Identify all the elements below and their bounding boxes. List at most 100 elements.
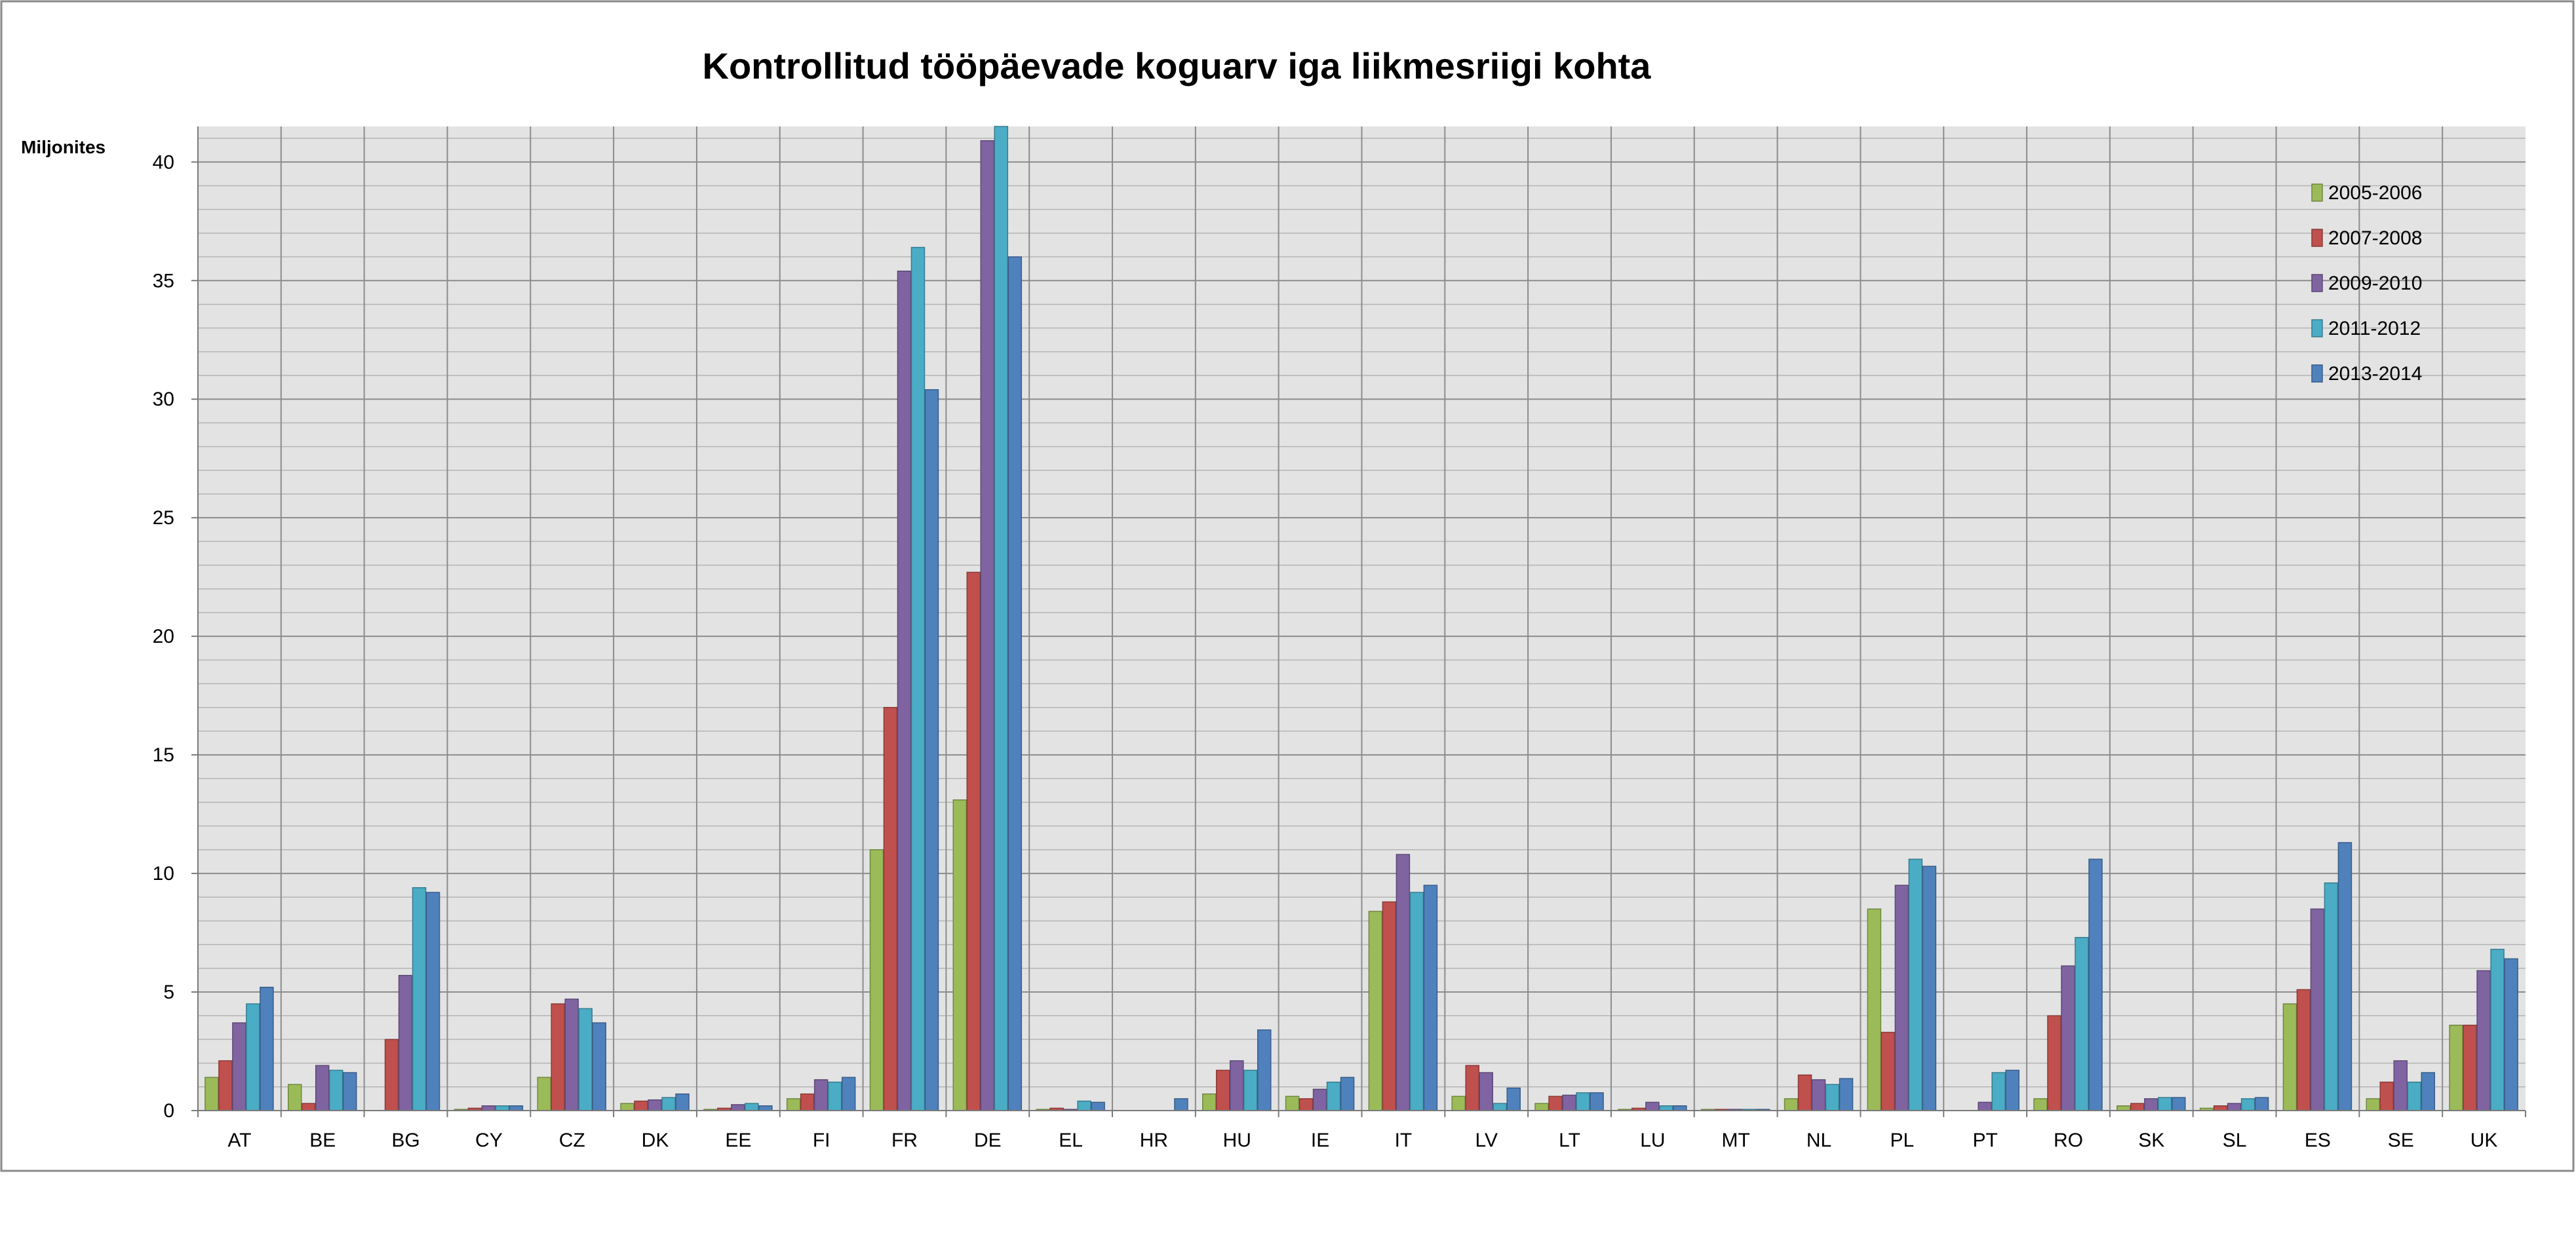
x-tick-label: SE [2388, 1130, 2414, 1151]
bar-CY-2009-2010 [481, 1105, 496, 1111]
legend-swatch [2311, 229, 2323, 247]
bar-HU-2009-2010 [1230, 1060, 1244, 1111]
x-tick-label: NL [1806, 1130, 1831, 1151]
bar-PL-2007-2008 [1881, 1031, 1896, 1111]
chart-title: Kontrollitud tööpäevade koguarv iga liik… [703, 45, 1652, 86]
bar-CZ-2013-2014 [592, 1022, 606, 1111]
bar-FI-2005-2006 [786, 1098, 801, 1111]
x-tick-label: HR [1140, 1130, 1168, 1151]
bar-IE-2005-2006 [1285, 1096, 1300, 1111]
bar-FR-2013-2014 [924, 389, 939, 1111]
bar-FI-2009-2010 [813, 1079, 829, 1111]
bar-DK-2011-2012 [661, 1097, 676, 1111]
bar-LT-2013-2014 [1590, 1092, 1604, 1111]
bar-HR-2013-2014 [1174, 1098, 1188, 1111]
y-tick-label: 30 [153, 389, 174, 410]
bar-DK-2009-2010 [648, 1099, 662, 1111]
bar-HU-2013-2014 [1257, 1029, 1272, 1111]
x-tick-label: AT [227, 1130, 251, 1151]
bar-LV-2007-2008 [1465, 1065, 1479, 1111]
bar-BG-2013-2014 [425, 892, 440, 1111]
bar-NL-2011-2012 [1825, 1084, 1840, 1111]
bar-HU-2011-2012 [1243, 1069, 1258, 1111]
bar-CZ-2007-2008 [551, 1003, 565, 1111]
bar-PL-2011-2012 [1908, 858, 1923, 1111]
x-tick-label: CZ [559, 1130, 585, 1151]
bar-UK-2009-2010 [2476, 970, 2491, 1111]
grid-lines [198, 126, 2526, 1111]
bar-IE-2013-2014 [1340, 1077, 1355, 1111]
bar-LU-2011-2012 [1659, 1105, 1673, 1111]
bar-FR-2009-2010 [897, 271, 912, 1111]
y-tick-label: 40 [153, 151, 174, 173]
bar-RO-2011-2012 [2075, 937, 2089, 1111]
bar-EE-2009-2010 [731, 1104, 745, 1111]
x-tick-label: LV [1475, 1130, 1497, 1151]
x-tick-label: SL [2223, 1130, 2247, 1151]
bar-DE-2009-2010 [980, 140, 995, 1111]
x-tick-label: EL [1059, 1130, 1083, 1151]
bar-IT-2005-2006 [1368, 911, 1383, 1111]
bar-IT-2013-2014 [1423, 885, 1438, 1111]
y-tick-label: 15 [153, 744, 174, 766]
bar-SE-2013-2014 [2421, 1072, 2436, 1111]
y-tick-label: 35 [153, 270, 174, 292]
bar-CZ-2005-2006 [537, 1077, 551, 1111]
bar-PT-2013-2014 [2005, 1069, 2020, 1111]
bar-UK-2013-2014 [2504, 958, 2518, 1111]
x-tick-label: EE [725, 1130, 751, 1151]
bar-LV-2005-2006 [1451, 1096, 1466, 1111]
y-tick-label: 0 [163, 1100, 174, 1122]
bar-LT-2007-2008 [1548, 1096, 1563, 1111]
x-tick-label: PL [1890, 1130, 1914, 1151]
bar-IE-2007-2008 [1298, 1098, 1314, 1111]
legend-swatch [2311, 274, 2323, 292]
x-tick-label: CY [475, 1130, 503, 1151]
legend-label: 2009-2010 [2328, 273, 2422, 294]
bar-SK-2005-2006 [2117, 1105, 2131, 1111]
legend-swatch [2311, 183, 2323, 202]
bar-PL-2009-2010 [1894, 885, 1909, 1111]
x-tick-label: PT [1972, 1130, 1997, 1151]
bar-DK-2013-2014 [675, 1093, 690, 1111]
x-tick-label: ES [2305, 1130, 2331, 1151]
bar-FI-2007-2008 [800, 1093, 815, 1111]
bar-SL-2011-2012 [2240, 1098, 2255, 1111]
bar-ES-2009-2010 [2310, 908, 2325, 1111]
bar-LV-2011-2012 [1493, 1103, 1507, 1111]
bar-DE-2011-2012 [994, 126, 1009, 1111]
bar-NL-2009-2010 [1811, 1079, 1826, 1111]
y-tick-label: 20 [153, 626, 174, 647]
bar-CY-2013-2014 [509, 1105, 524, 1111]
bar-SL-2009-2010 [2227, 1103, 2242, 1111]
bar-SE-2009-2010 [2393, 1060, 2408, 1111]
x-tick-label: MT [1722, 1130, 1750, 1151]
bar-SK-2007-2008 [2130, 1103, 2145, 1111]
bar-SL-2007-2008 [2213, 1105, 2228, 1111]
bar-IT-2011-2012 [1409, 892, 1424, 1111]
bar-NL-2013-2014 [1839, 1078, 1854, 1111]
bar-EE-2011-2012 [745, 1103, 759, 1111]
bar-ES-2005-2006 [2282, 1003, 2297, 1111]
bar-SE-2007-2008 [2379, 1081, 2394, 1111]
bar-CZ-2009-2010 [564, 999, 579, 1111]
bar-SK-2013-2014 [2172, 1097, 2186, 1111]
x-tick-label: DE [974, 1130, 1002, 1151]
x-tick-label: BG [391, 1130, 420, 1151]
bar-IE-2009-2010 [1312, 1088, 1327, 1111]
x-tick-label: FI [813, 1130, 830, 1151]
bar-UK-2011-2012 [2490, 949, 2505, 1111]
bar-DE-2013-2014 [1007, 256, 1023, 1111]
bar-AT-2007-2008 [218, 1060, 233, 1111]
bar-EL-2011-2012 [1077, 1100, 1091, 1111]
x-tick-labels: AT BE BG CY CZ DK EE FI FR DE EL HR HU IE IT LV LT LU MT NL… [227, 1130, 2497, 1151]
bar-LU-2013-2014 [1673, 1105, 1687, 1111]
bar-LT-2009-2010 [1562, 1094, 1576, 1111]
bar-SK-2009-2010 [2144, 1098, 2158, 1111]
x-tick-label: HU [1223, 1130, 1251, 1151]
bar-NL-2005-2006 [1784, 1098, 1799, 1111]
bar-FI-2013-2014 [841, 1077, 856, 1111]
y-tick-labels: 0 5 10 15 20 25 30 35 40 [153, 151, 174, 1122]
